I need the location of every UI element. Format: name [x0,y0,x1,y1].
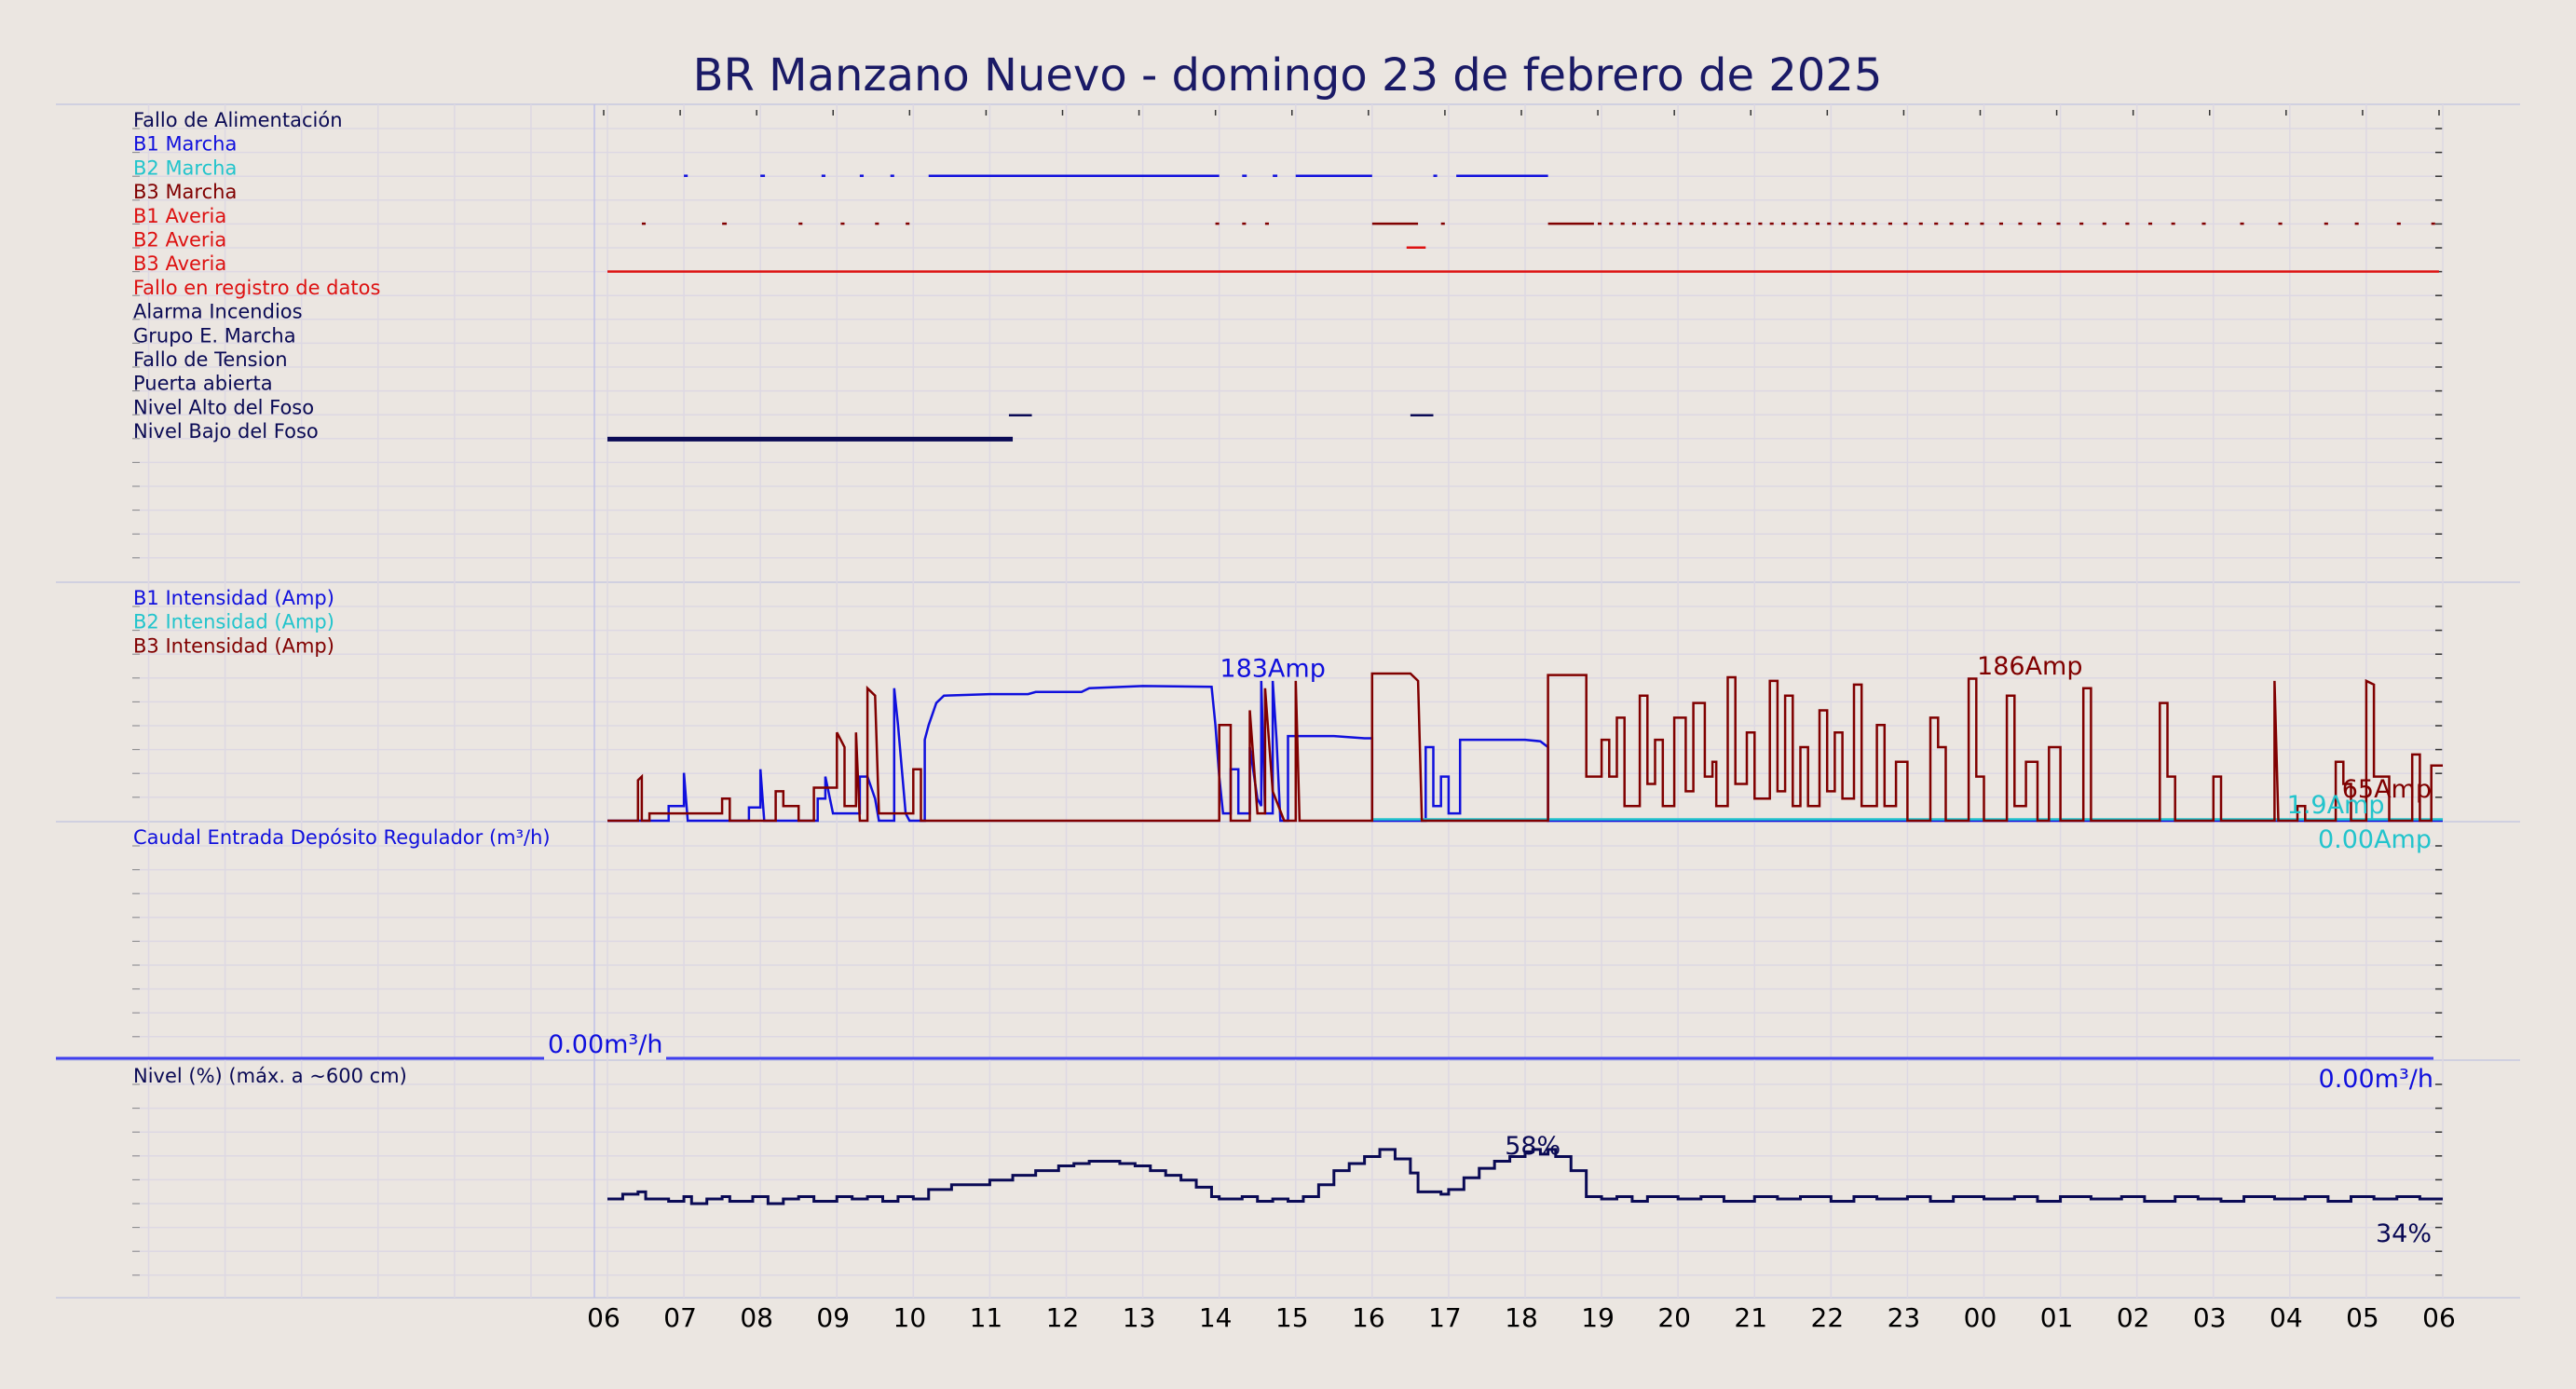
x-tick-label: 03 [2193,1302,2227,1333]
x-axis: 06 07 08 09 10 11 12 13 14 15 16 17 18 19 20 21 22 23 00 01… [587,110,2456,1333]
series-label: B3 Marcha [133,181,237,203]
x-tick-label: 06 [587,1302,620,1333]
x-tick-label: 01 [2040,1302,2074,1333]
data-label: 34% [2376,1219,2432,1248]
x-tick-label: 07 [663,1302,697,1333]
data-label: 183Amp [1220,654,1325,683]
data-label: 1.9Amp [2287,791,2385,820]
chart-title: BR Manzano Nuevo - domingo 23 de febrero… [693,49,1883,102]
x-tick-label: 09 [816,1302,850,1333]
x-tick-label: 16 [1352,1302,1385,1333]
x-tick-label: 10 [893,1302,927,1333]
series-label: Nivel Bajo del Foso [133,420,319,443]
x-tick-label: 21 [1734,1302,1767,1333]
x-tick-label: 20 [1657,1302,1691,1333]
x-tick-label: 13 [1123,1302,1156,1333]
series-label: Fallo de Tension [133,348,288,371]
data-label: 65Amp [2342,775,2432,804]
series-label: B1 Averia [133,205,226,227]
data-label: 58% [1505,1132,1561,1161]
series-label: Fallo de Alimentación [133,109,343,131]
series-label: B1 Intensidad (Amp) [133,587,334,609]
x-tick-label: 02 [2117,1302,2150,1333]
series-label: Nivel (%) (máx. a ~600 cm) [133,1065,407,1087]
x-tick-label: 14 [1199,1302,1233,1333]
x-tick-label: 15 [1275,1302,1309,1333]
x-tick-label: 04 [2269,1302,2303,1333]
x-tick-label: 08 [740,1302,773,1333]
series-label: B2 Averia [133,229,226,252]
x-tick-label: 19 [1581,1302,1615,1333]
series-label: B2 Intensidad (Amp) [133,611,334,633]
series-label: B2 Marcha [133,157,237,179]
series-line-b3 [607,672,2443,823]
data-label: 0.00m³/h [548,1030,662,1059]
x-tick-label: 18 [1505,1302,1538,1333]
x-tick-label: 22 [1811,1302,1845,1333]
series-line-b1 [607,680,2443,823]
x-tick-label: 17 [1428,1302,1462,1333]
x-tick-label: 11 [970,1302,1003,1333]
series-label: Grupo E. Marcha [133,324,296,347]
series-label: Fallo en registro de datos [133,277,380,299]
data-label: 0.00m³/h [2319,1065,2433,1094]
x-tick-label: 23 [1888,1302,1921,1333]
grid [56,103,2520,1299]
series-label: Alarma Incendios [133,301,303,323]
series-label: Puerta abierta [133,373,273,395]
x-tick-label: 12 [1046,1302,1080,1333]
series-label: B3 Averia [133,252,226,275]
series-label: Nivel Alto del Foso [133,396,314,418]
x-tick-label: 00 [1964,1302,1997,1333]
series-label: Caudal Entrada Depósito Regulador (m³/h) [133,826,551,849]
data-label: 0.00Amp [2318,825,2432,854]
x-tick-label: 06 [2422,1302,2456,1333]
series-label: B1 Marcha [133,133,237,156]
series-line-nivel [607,1148,2443,1205]
x-tick-label: 05 [2346,1302,2379,1333]
data-label: 186Amp [1977,652,2082,681]
series-label: B3 Intensidad (Amp) [133,634,334,657]
